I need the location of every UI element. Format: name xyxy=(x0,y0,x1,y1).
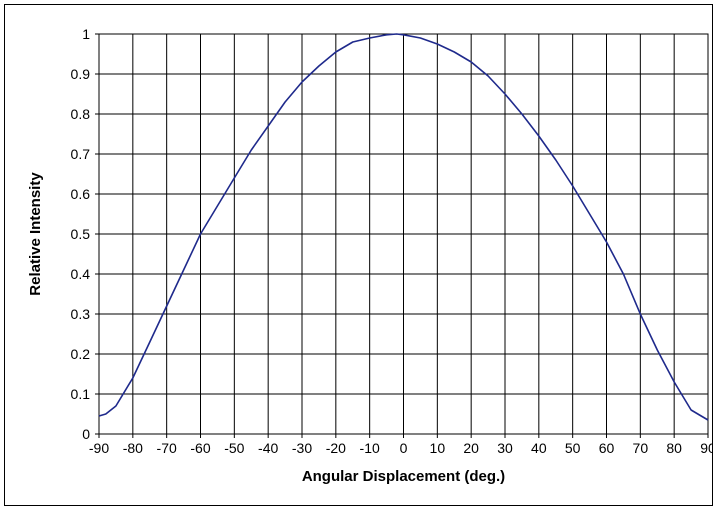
x-tick-label: 80 xyxy=(666,440,682,456)
x-tick-label: -60 xyxy=(190,440,210,456)
series-layer xyxy=(98,33,709,421)
y-tick-label: 0.8 xyxy=(71,106,91,122)
y-tick-label: 0.4 xyxy=(71,266,91,282)
x-tick-label: -40 xyxy=(258,440,278,456)
x-tick-labels: -90 -80 -70 -60 -50 -40 -30 -20 -10 0 10 20 30 40 50 60… xyxy=(89,440,716,456)
x-tick-label: -20 xyxy=(326,440,346,456)
y-axis-title: Relative Intensity xyxy=(27,172,44,296)
x-axis-title: Angular Displacement (deg.) xyxy=(302,468,505,485)
x-tick-label: -50 xyxy=(224,440,244,456)
x-tick-label: 30 xyxy=(497,440,513,456)
x-tick-label: -90 xyxy=(89,440,109,456)
series-line xyxy=(98,33,709,421)
y-tick-label: 0.1 xyxy=(71,386,91,402)
x-tick-label: 50 xyxy=(565,440,581,456)
grid xyxy=(95,33,709,438)
x-tick-label: 10 xyxy=(430,440,446,456)
x-tick-label: 40 xyxy=(531,440,547,456)
x-tick-label: 90 xyxy=(700,440,712,456)
x-tick-label: 20 xyxy=(463,440,479,456)
y-tick-label: 0.6 xyxy=(71,186,91,202)
line-chart: -90 -80 -70 -60 -50 -40 -30 -20 -10 0 10 20 30 40 50 60… xyxy=(27,26,716,485)
x-tick-label: -80 xyxy=(123,440,143,456)
y-tick-label: 0.2 xyxy=(71,346,91,362)
chart-frame: -90 -80 -70 -60 -50 -40 -30 -20 -10 0 10 20 30 40 50 60… xyxy=(4,4,716,506)
x-tick-label: -10 xyxy=(360,440,380,456)
y-tick-labels: 0 0.1 0.2 0.3 0.4 0.5 0.6 0.7 0.8 0.9 1 xyxy=(71,26,91,442)
y-tick-label: 0.3 xyxy=(71,306,91,322)
y-tick-label: 0.7 xyxy=(71,146,91,162)
y-tick-label: 0.5 xyxy=(71,226,91,242)
y-tick-label: 0.9 xyxy=(71,66,91,82)
y-tick-label: 0 xyxy=(82,426,90,442)
x-tick-label: 70 xyxy=(633,440,649,456)
x-tick-label: 60 xyxy=(599,440,615,456)
x-tick-label: -70 xyxy=(157,440,177,456)
y-tick-label: 1 xyxy=(82,26,90,42)
x-tick-label: 0 xyxy=(400,440,408,456)
x-tick-label: -30 xyxy=(292,440,312,456)
